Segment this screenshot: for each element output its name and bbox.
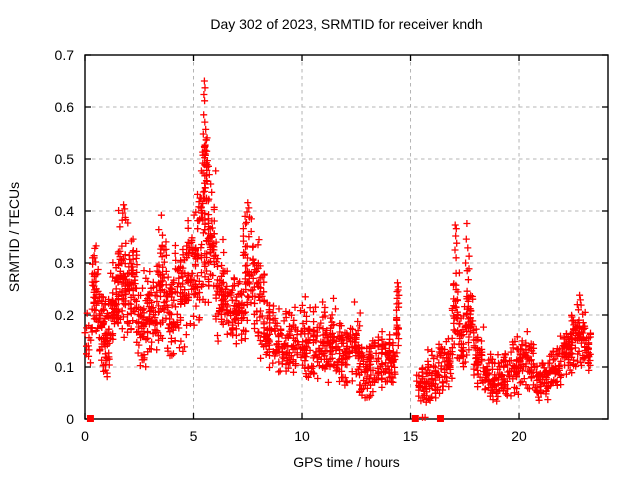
y-tick-label: 0.6 <box>54 99 74 115</box>
y-tick-label: 0.4 <box>54 203 74 219</box>
x-tick-label: 5 <box>189 428 198 444</box>
y-axis-label: SRMTID / TECUs <box>6 181 22 293</box>
chart-title: Day 302 of 2023, SRMTID for receiver knd… <box>210 16 483 32</box>
baseline-square-marker <box>411 415 419 422</box>
y-tick-label: 0.3 <box>54 255 74 271</box>
baseline-square-marker <box>86 415 94 422</box>
y-tick-label: 0.5 <box>54 151 74 167</box>
scatter-points <box>81 77 594 421</box>
x-tick-label: 20 <box>511 428 527 444</box>
y-tick-label: 0 <box>66 411 74 427</box>
y-tick-label: 0.1 <box>54 359 74 375</box>
x-axis-label: GPS time / hours <box>293 454 400 470</box>
y-tick-label: 0.7 <box>54 47 74 63</box>
x-tick-label: 0 <box>81 428 89 444</box>
plot-border <box>84 54 609 420</box>
x-tick-label: 15 <box>402 428 419 444</box>
y-tick-label: 0.2 <box>54 307 74 323</box>
x-tick-label: 10 <box>294 428 310 444</box>
baseline-square-marker <box>436 415 444 422</box>
